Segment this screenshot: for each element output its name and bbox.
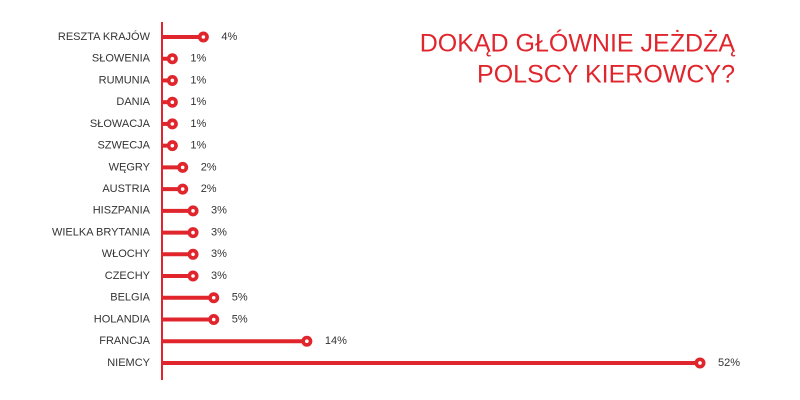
- category-label: BELGIA: [110, 292, 150, 304]
- value-label: 1%: [190, 74, 206, 86]
- chart-title: DOKĄD GŁÓWNIE JEŻDŻĄ: [420, 29, 736, 58]
- value-label: 2%: [201, 183, 217, 195]
- dot-center: [191, 274, 195, 278]
- dot-center: [170, 122, 175, 126]
- value-label: 3%: [211, 205, 227, 217]
- category-label: WŁOCHY: [102, 248, 151, 260]
- dot-center: [170, 78, 175, 83]
- dot-center: [191, 230, 195, 235]
- dot-center: [211, 295, 216, 300]
- chart-title: POLSCY KIEROWCY?: [477, 61, 735, 89]
- category-label: FRANCJA: [99, 335, 150, 347]
- dot-center: [305, 339, 309, 344]
- value-label: 52%: [718, 357, 740, 369]
- value-label: 1%: [190, 140, 206, 152]
- dot-center: [191, 209, 195, 213]
- value-label: 1%: [190, 96, 206, 108]
- value-label: 3%: [211, 226, 227, 238]
- category-label: NIEMCY: [107, 357, 150, 369]
- dot-center: [698, 361, 702, 365]
- category-label: DANIA: [116, 96, 150, 108]
- category-label: CZECHY: [105, 270, 151, 282]
- value-label: 3%: [211, 248, 227, 260]
- value-label: 4%: [221, 31, 237, 43]
- dot-center: [201, 35, 206, 39]
- category-label: WĘGRY: [109, 161, 151, 173]
- dot-center: [180, 165, 185, 170]
- dot-center: [170, 100, 175, 104]
- value-label: 3%: [211, 270, 227, 282]
- category-label: SŁOWENIA: [92, 53, 151, 65]
- value-label: 2%: [201, 161, 217, 173]
- value-label: 1%: [190, 53, 206, 65]
- category-label: AUSTRIA: [102, 183, 150, 195]
- dot-center: [211, 317, 216, 322]
- value-label: 1%: [190, 118, 206, 130]
- dot-center: [170, 143, 175, 148]
- category-label: RUMUNIA: [99, 74, 151, 86]
- value-label: 5%: [232, 292, 248, 304]
- value-label: 5%: [232, 313, 248, 325]
- category-label: RESZTA KRAJÓW: [58, 30, 151, 43]
- category-label: HISZPANIA: [93, 205, 151, 217]
- category-label: SŁOWACJA: [90, 118, 151, 130]
- dot-center: [191, 252, 195, 257]
- category-label: SZWECJA: [97, 140, 150, 152]
- value-label: 14%: [325, 335, 347, 347]
- dot-center: [180, 187, 185, 191]
- category-label: HOLANDIA: [94, 313, 151, 325]
- category-label: WIELKA BRYTANIA: [52, 226, 151, 238]
- dot-center: [170, 56, 175, 61]
